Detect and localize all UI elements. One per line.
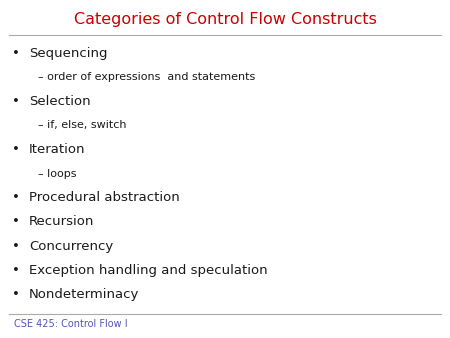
Text: – order of expressions  and statements: – order of expressions and statements xyxy=(38,72,256,82)
Text: Selection: Selection xyxy=(29,95,91,108)
Text: Categories of Control Flow Constructs: Categories of Control Flow Constructs xyxy=(73,12,377,27)
Text: Concurrency: Concurrency xyxy=(29,240,113,252)
Text: – if, else, switch: – if, else, switch xyxy=(38,120,127,130)
Text: Iteration: Iteration xyxy=(29,143,86,156)
Text: CSE 425: Control Flow I: CSE 425: Control Flow I xyxy=(14,319,127,329)
Text: – loops: – loops xyxy=(38,169,77,179)
Text: •: • xyxy=(12,264,20,277)
Text: Exception handling and speculation: Exception handling and speculation xyxy=(29,264,268,277)
Text: Recursion: Recursion xyxy=(29,215,94,228)
Text: •: • xyxy=(12,143,20,156)
Text: •: • xyxy=(12,215,20,228)
Text: •: • xyxy=(12,240,20,252)
Text: •: • xyxy=(12,95,20,108)
Text: Nondeterminacy: Nondeterminacy xyxy=(29,288,140,301)
Text: Procedural abstraction: Procedural abstraction xyxy=(29,191,180,204)
Text: •: • xyxy=(12,288,20,301)
Text: •: • xyxy=(12,191,20,204)
Text: •: • xyxy=(12,47,20,59)
Text: Sequencing: Sequencing xyxy=(29,47,108,59)
